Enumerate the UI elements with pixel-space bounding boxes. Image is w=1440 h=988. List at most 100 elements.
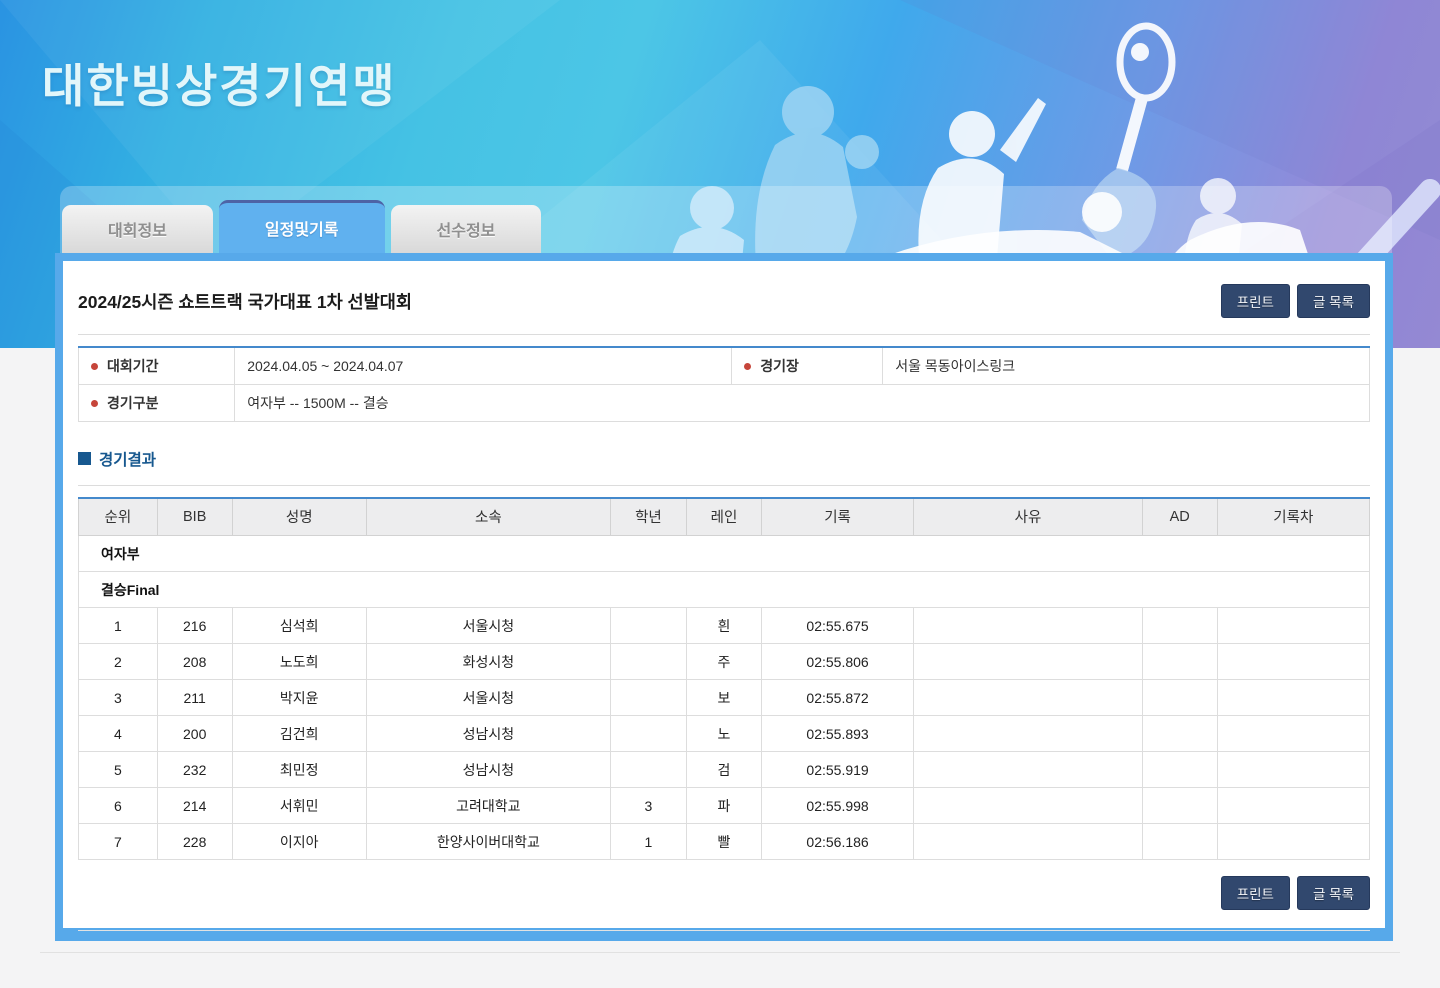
result-cell-record: 02:56.186 — [760, 823, 915, 860]
tab-bar: 대회정보 일정및기록 선수정보 — [62, 200, 547, 253]
result-cell-team: 성남시청 — [365, 715, 611, 752]
result-cell-name: 김건희 — [231, 715, 367, 752]
result-cell-reason — [913, 823, 1143, 860]
result-cell-team: 고려대학교 — [365, 787, 611, 824]
results-header-row: 순위 BIB 성명 소속 학년 레인 기록 사유 AD 기록차 — [78, 497, 1371, 536]
print-button[interactable]: 프린트 — [1220, 876, 1290, 910]
result-cell-bib: 232 — [156, 751, 233, 788]
result-cell-grade — [609, 679, 688, 716]
result-cell-diff — [1216, 787, 1371, 824]
result-cell-ad — [1141, 715, 1218, 752]
table-row: 2 208 노도희 화성시청 주 02:55.806 — [78, 643, 1371, 680]
result-cell-team: 화성시청 — [365, 643, 611, 680]
result-cell-reason — [913, 679, 1143, 716]
division-value-cell: 여자부 -- 1500M -- 결승 — [234, 384, 1370, 422]
result-cell-rank: 4 — [78, 715, 158, 752]
column-header: 사유 — [913, 497, 1143, 536]
result-cell-record: 02:55.675 — [760, 607, 915, 644]
result-cell-bib: 208 — [156, 643, 233, 680]
venue-value-cell: 서울 목동아이스링크 — [882, 347, 1370, 385]
result-cell-rank: 1 — [78, 607, 158, 644]
result-cell-record: 02:55.893 — [760, 715, 915, 752]
column-header: 레인 — [686, 497, 762, 536]
tab-athlete-info[interactable]: 선수정보 — [390, 205, 542, 253]
result-cell-team: 서울시청 — [365, 679, 611, 716]
result-cell-rank: 5 — [78, 751, 158, 788]
result-cell-lane: 파 — [686, 787, 762, 824]
tab-competition-info[interactable]: 대회정보 — [62, 205, 213, 253]
results-section-header: 경기결과 — [78, 448, 1370, 470]
result-cell-team: 서울시청 — [365, 607, 611, 644]
result-cell-rank: 7 — [78, 823, 158, 860]
result-cell-grade — [609, 751, 688, 788]
post-list-button[interactable]: 글 목록 — [1296, 876, 1370, 910]
result-cell-lane: 보 — [686, 679, 762, 716]
result-cell-diff — [1216, 715, 1371, 752]
table-row: 5 232 최민정 성남시청 검 02:55.919 — [78, 751, 1371, 788]
result-cell-record: 02:55.998 — [760, 787, 915, 824]
group-row: 결승Final — [78, 571, 1370, 608]
result-cell-bib: 228 — [156, 823, 233, 860]
column-header: 학년 — [609, 497, 688, 536]
result-cell-name: 이지아 — [231, 823, 367, 860]
result-cell-rank: 6 — [78, 787, 158, 824]
result-cell-name: 최민정 — [231, 751, 367, 788]
content-panel: 2024/25시즌 쇼트트랙 국가대표 1차 선발대회 프린트 글 목록 대회기… — [55, 253, 1393, 941]
result-cell-record: 02:55.872 — [760, 679, 915, 716]
table-row: 경기구분 여자부 -- 1500M -- 결승 — [77, 384, 1370, 422]
table-row: 4 200 김건희 성남시청 노 02:55.893 — [78, 715, 1371, 752]
result-cell-ad — [1141, 607, 1218, 644]
result-cell-lane: 흰 — [686, 607, 762, 644]
competition-info-table: 대회기간 2024.04.05 ~ 2024.04.07 경기장 서울 목동아이… — [77, 346, 1370, 422]
result-cell-grade — [609, 607, 688, 644]
results-tbody: 여자부 결승Final 1 216 심석희 서울시청 흰 02:55.675 2 208 노도희 화성… — [78, 535, 1371, 860]
result-cell-reason — [913, 643, 1143, 680]
print-button[interactable]: 프린트 — [1220, 284, 1290, 318]
table-row: 6 214 서휘민 고려대학교 3 파 02:55.998 — [78, 787, 1371, 824]
period-label-cell: 대회기간 — [77, 347, 236, 385]
result-cell-bib: 200 — [156, 715, 233, 752]
group-row: 여자부 — [78, 535, 1370, 572]
column-header: AD — [1141, 497, 1218, 536]
result-cell-record: 02:55.919 — [760, 751, 915, 788]
result-cell-bib: 214 — [156, 787, 233, 824]
result-cell-diff — [1216, 643, 1371, 680]
post-list-button[interactable]: 글 목록 — [1296, 284, 1370, 318]
result-cell-ad — [1141, 679, 1218, 716]
column-header: 기록차 — [1216, 497, 1371, 536]
panel-bottom-divider — [78, 930, 1370, 931]
table-row: 3 211 박지윤 서울시청 보 02:55.872 — [78, 679, 1371, 716]
result-cell-bib: 216 — [156, 607, 233, 644]
result-cell-lane: 노 — [686, 715, 762, 752]
column-header: 소속 — [365, 497, 611, 536]
table-row: 대회기간 2024.04.05 ~ 2024.04.07 경기장 서울 목동아이… — [77, 347, 1370, 385]
column-header: 기록 — [760, 497, 915, 536]
group-label-cell: 여자부 — [78, 535, 1370, 572]
group-label-cell: 결승Final — [78, 571, 1370, 608]
page-title: 2024/25시즌 쇼트트랙 국가대표 1차 선발대회 — [78, 292, 412, 312]
footer-divider — [40, 952, 1400, 953]
division-label: 경기구분 — [107, 394, 159, 411]
result-cell-reason — [913, 787, 1143, 824]
result-cell-grade: 3 — [609, 787, 688, 824]
result-cell-name: 심석희 — [231, 607, 367, 644]
result-cell-diff — [1216, 751, 1371, 788]
result-cell-rank: 2 — [78, 643, 158, 680]
result-cell-diff — [1216, 823, 1371, 860]
title-divider — [78, 334, 1370, 335]
result-cell-rank: 3 — [78, 679, 158, 716]
tab-schedule-records[interactable]: 일정및기록 — [218, 200, 385, 253]
result-cell-grade: 1 — [609, 823, 688, 860]
result-cell-reason — [913, 751, 1143, 788]
result-cell-team: 한양사이버대학교 — [365, 823, 611, 860]
result-cell-lane: 검 — [686, 751, 762, 788]
result-cell-bib: 211 — [156, 679, 233, 716]
column-header: 순위 — [78, 497, 158, 536]
top-button-row: 프린트 글 목록 — [1220, 284, 1370, 318]
result-cell-ad — [1141, 751, 1218, 788]
result-cell-grade — [609, 715, 688, 752]
bullet-icon — [91, 399, 98, 407]
period-value-cell: 2024.04.05 ~ 2024.04.07 — [234, 347, 733, 385]
results-section-title: 경기결과 — [99, 451, 157, 469]
result-cell-grade — [609, 643, 688, 680]
